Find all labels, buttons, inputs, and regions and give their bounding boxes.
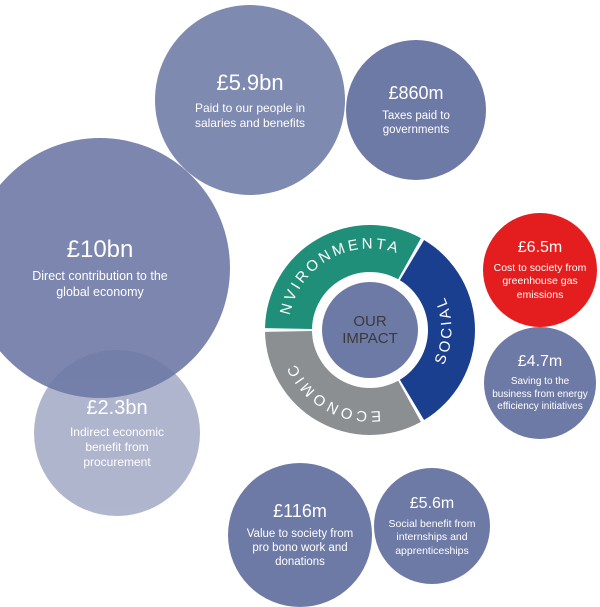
bubble-value: £2.3bn — [86, 396, 147, 421]
bubble-ghg-cost: £6.5m Cost to society from greenhouse gas… — [483, 213, 597, 327]
bubble-desc: Value to society from pro bono work and … — [242, 527, 358, 570]
bubble-value: £860m — [388, 82, 443, 105]
bubble-value: £5.6m — [410, 494, 454, 514]
bubble-desc: Saving to the business from energy effic… — [492, 376, 588, 414]
bubble-value: £116m — [273, 500, 327, 523]
bubble-salaries: £5.9bn Paid to our people in salaries and… — [155, 5, 345, 195]
bubble-desc: Direct contribution to the global econom… — [20, 269, 180, 300]
bubble-desc: Paid to our people in salaries and benef… — [180, 101, 320, 131]
bubble-pro-bono: £116m Value to society from pro bono work… — [228, 463, 372, 607]
bubble-desc: Cost to society from greenhouse gas emis… — [491, 262, 589, 301]
bubble-value: £5.9bn — [216, 69, 283, 97]
bubble-value: £10bn — [67, 235, 134, 265]
bubble-value: £4.7m — [518, 352, 562, 372]
impact-infographic: { "canvas": { "width": 600, "height": 60… — [0, 0, 600, 607]
bubble-energy-savings: £4.7m Saving to the business from energy … — [484, 327, 596, 439]
bubble-desc: Taxes paid to governments — [366, 109, 466, 138]
bubble-desc: Social benefit from internships and appr… — [382, 518, 482, 557]
bubble-value: £6.5m — [518, 238, 562, 258]
bubble-desc: Indirect economic benefit from procureme… — [52, 425, 182, 470]
bubble-internships: £5.6m Social benefit from internships and… — [374, 468, 490, 584]
bubble-procurement: £2.3bn Indirect economic benefit from pro… — [34, 350, 200, 516]
center-label: OURIMPACT — [322, 282, 418, 378]
bubble-taxes: £860m Taxes paid to governments — [346, 40, 486, 180]
